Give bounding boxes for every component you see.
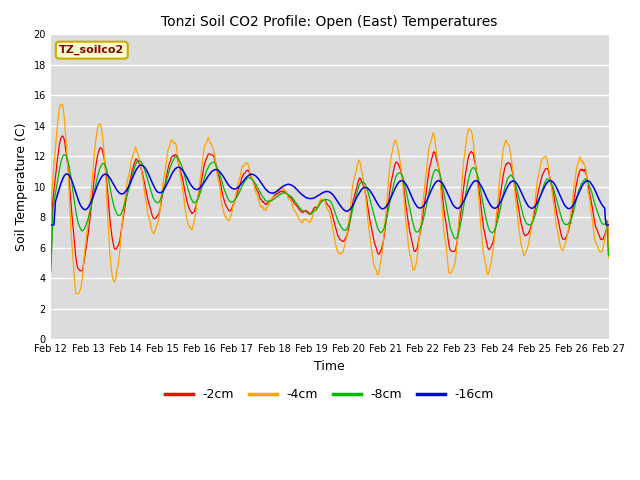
Title: Tonzi Soil CO2 Profile: Open (East) Temperatures: Tonzi Soil CO2 Profile: Open (East) Temp…: [161, 15, 498, 29]
Legend: -2cm, -4cm, -8cm, -16cm: -2cm, -4cm, -8cm, -16cm: [160, 384, 499, 406]
Text: TZ_soilco2: TZ_soilco2: [59, 45, 124, 55]
X-axis label: Time: Time: [314, 360, 345, 373]
Y-axis label: Soil Temperature (C): Soil Temperature (C): [15, 122, 28, 251]
